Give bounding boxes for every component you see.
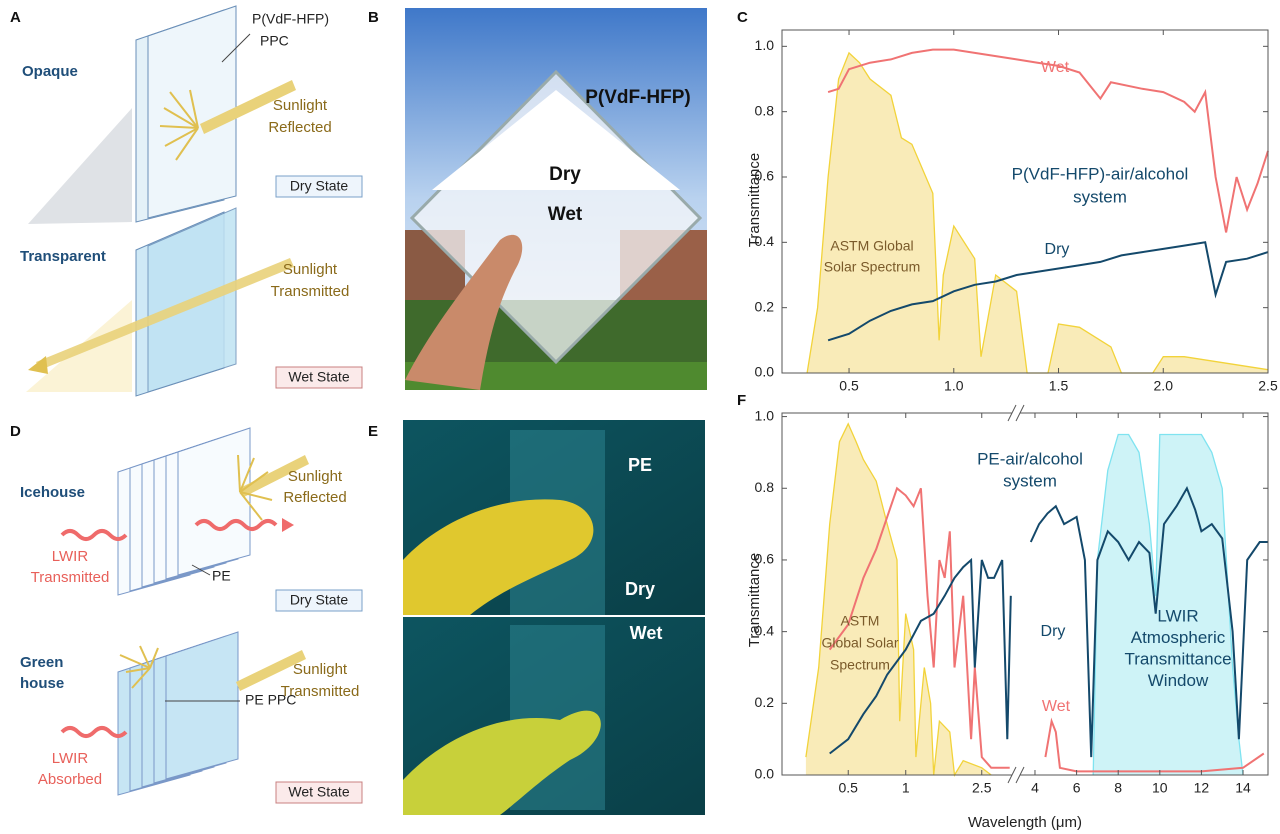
label: P(VdF-HFP): [252, 11, 329, 27]
arrowhead: [282, 518, 294, 532]
arrowhead: [28, 356, 48, 374]
label: E: [368, 423, 378, 440]
label: Transparent: [20, 248, 106, 265]
x-tick-label: 1: [902, 780, 910, 796]
panel-b: B P(VdF-HFP) Dry Wet: [368, 8, 707, 390]
x-tick-label: 2.0: [1154, 378, 1174, 394]
x-tick-label: 12: [1194, 780, 1210, 796]
pe-ppc-stack: [118, 632, 238, 795]
x-tick-label: 1.0: [944, 378, 964, 394]
annotation: Transmittance: [1124, 649, 1231, 668]
x-axis-label: Wavelength (μm): [968, 814, 1082, 831]
panel-e: E PE Dry Wet: [368, 420, 705, 815]
y-tick-label: 0.8: [755, 102, 775, 118]
y-tick-label: 0.0: [755, 364, 775, 380]
y-tick-label: 0.8: [755, 479, 775, 495]
series-label: Wet: [1041, 59, 1070, 76]
figure: A P(VdF-HFP) PPC Opaque Sunlight Reflect…: [0, 0, 1280, 834]
label: Green: [20, 654, 63, 671]
y-axis-label: Transmittance: [746, 153, 763, 247]
label: Sunlight: [293, 661, 348, 678]
y-tick-label: 0.0: [755, 766, 775, 782]
annotation: system: [1073, 187, 1127, 206]
label: D: [10, 423, 21, 440]
label: Wet State: [288, 784, 349, 800]
label: Sunlight: [283, 261, 338, 278]
label: Wet: [548, 204, 583, 225]
label: PE: [212, 568, 231, 584]
label: Reflected: [268, 119, 331, 136]
annotation: Spectrum: [830, 657, 890, 673]
y-tick-label: 1.0: [755, 37, 775, 53]
x-tick-label: 4: [1031, 780, 1039, 796]
y-axis-label: Transmittance: [746, 553, 763, 647]
x-tick-label: 8: [1114, 780, 1122, 796]
label: P(VdF-HFP): [585, 87, 691, 108]
spectrum-area: [1093, 435, 1243, 776]
panel-d: D Icehouse Sunlight Reflected LWIR Trans…: [10, 423, 362, 803]
annotation: PE-air/alcohol: [977, 449, 1083, 468]
lwir-wave: [62, 531, 126, 539]
pe-ppc-stack-part: [166, 632, 238, 779]
shadow: [28, 108, 132, 224]
lwir-wave: [62, 728, 126, 736]
label: PPC: [260, 33, 289, 49]
pe-stack-part: [178, 428, 250, 575]
annotation: system: [1003, 471, 1057, 490]
label: LWIR: [52, 750, 89, 767]
label: Wet State: [288, 369, 349, 385]
series-label: Dry: [1045, 241, 1070, 258]
label: Reflected: [283, 489, 346, 506]
x-tick-label: 2.5: [972, 780, 992, 796]
pane-front: [148, 6, 236, 218]
label: PE: [628, 455, 652, 475]
x-tick-label: 0.5: [839, 780, 859, 796]
annotation: Atmospheric: [1131, 628, 1226, 647]
label: Opaque: [22, 63, 78, 80]
annotation: ASTM Global: [830, 238, 913, 254]
label: Icehouse: [20, 484, 85, 501]
annotation: P(VdF-HFP)-air/alcohol: [1012, 164, 1189, 183]
label: Absorbed: [38, 771, 102, 788]
label: Dry State: [290, 178, 349, 194]
label: A: [10, 9, 21, 26]
annotation: Window: [1148, 671, 1209, 690]
y-tick-label: 0.2: [755, 694, 775, 710]
label: Dry State: [290, 592, 349, 608]
label: B: [368, 9, 379, 26]
label: LWIR: [52, 548, 89, 565]
x-tick-label: 2.5: [1258, 378, 1278, 394]
annotation: Global Solar: [821, 635, 898, 651]
x-tick-label: 14: [1235, 780, 1251, 796]
x-tick-label: 0.5: [839, 378, 859, 394]
panel-label: C: [737, 9, 748, 26]
x-tick-label: 6: [1073, 780, 1081, 796]
spectrum-area: [807, 53, 1268, 373]
label: Transmitted: [271, 283, 350, 300]
y-tick-label: 0.2: [755, 298, 775, 314]
label: Transmitted: [31, 569, 110, 586]
series-label: Wet: [1042, 698, 1071, 715]
label: Sunlight: [288, 468, 343, 485]
x-tick-label: 1.5: [1049, 378, 1069, 394]
label: Dry: [625, 579, 655, 599]
annotation: ASTM: [841, 613, 880, 629]
panel-a: A P(VdF-HFP) PPC Opaque Sunlight Reflect…: [10, 6, 362, 396]
label: Dry: [549, 164, 581, 185]
label: house: [20, 675, 64, 692]
annotation: Solar Spectrum: [824, 259, 920, 275]
label: Wet: [630, 623, 663, 643]
y-tick-label: 1.0: [755, 407, 775, 423]
series-label: Dry: [1041, 623, 1066, 640]
panel-label: F: [737, 392, 746, 409]
x-tick-label: 10: [1152, 780, 1168, 796]
label: Sunlight: [273, 97, 328, 114]
label: PE PPC: [245, 692, 296, 708]
annotation: LWIR: [1157, 606, 1198, 625]
